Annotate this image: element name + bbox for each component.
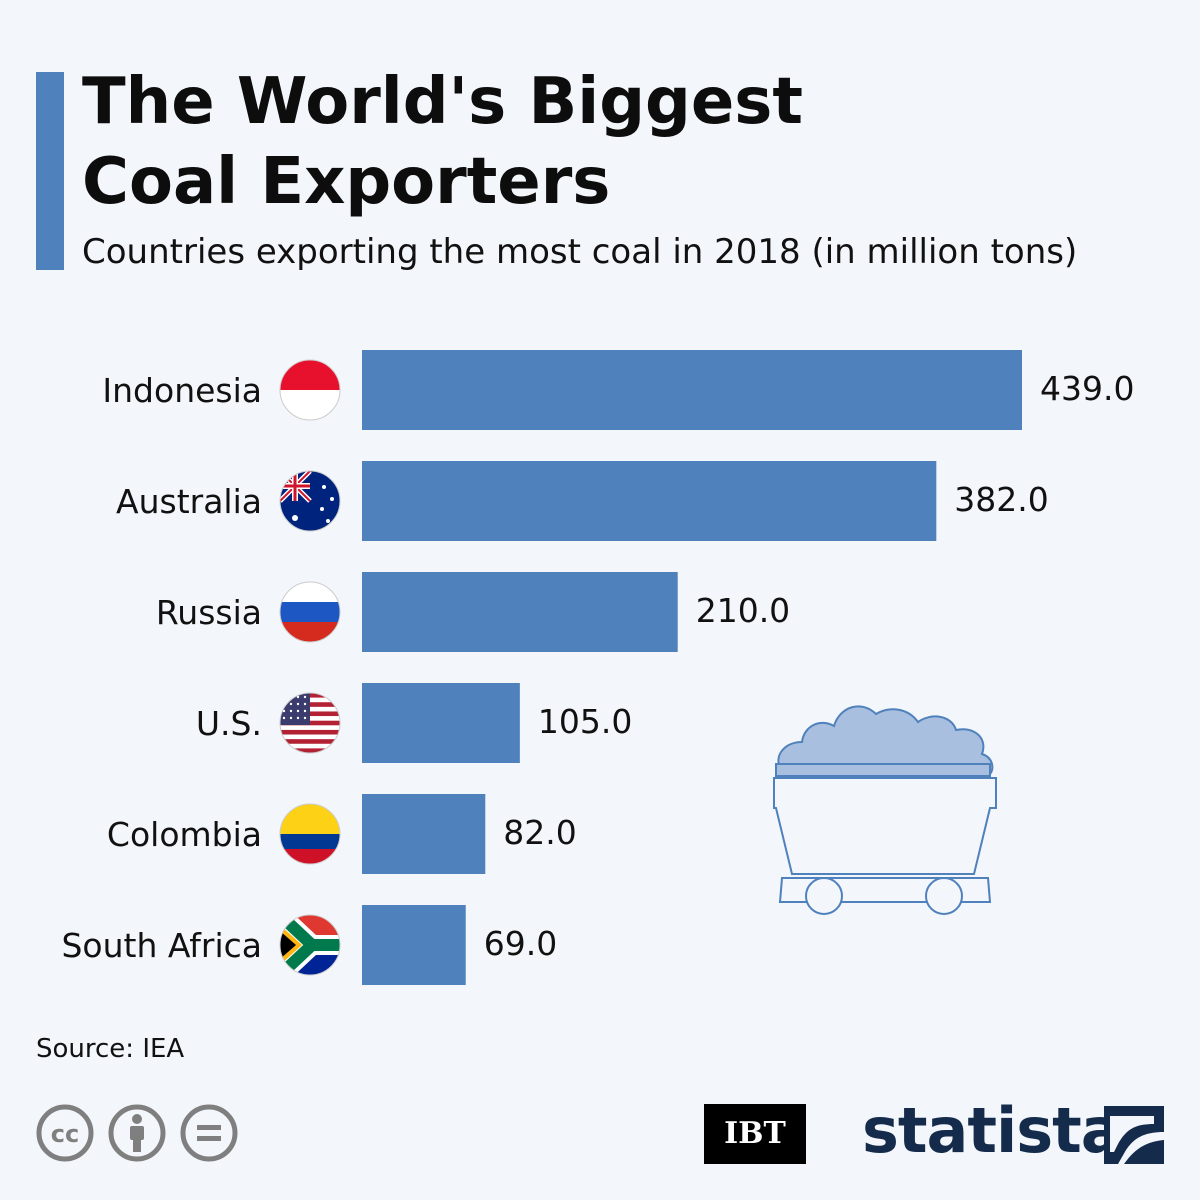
bar-colombia[interactable] xyxy=(362,794,486,874)
russia-flag-icon xyxy=(279,581,341,643)
svg-text:cc: cc xyxy=(51,1120,79,1148)
bar-chart: Indonesia 439.0 Australia 382.0 Russia 210.0 U… xyxy=(61,350,1134,985)
category-label-south-africa: South Africa xyxy=(61,926,262,965)
category-label-indonesia: Indonesia xyxy=(102,371,262,410)
no-derivatives-icon[interactable] xyxy=(180,1104,238,1162)
indonesia-flag-icon xyxy=(279,359,341,421)
value-label-indonesia: 439.0 xyxy=(1040,369,1134,408)
source-note: Source: IEA xyxy=(36,1034,185,1064)
south-africa-flag-icon xyxy=(279,914,341,976)
bar-australia[interactable] xyxy=(362,461,937,541)
title-accent-bar xyxy=(36,72,64,270)
category-label-colombia: Colombia xyxy=(107,815,262,854)
license-icons: cc xyxy=(36,1104,246,1166)
value-label-south-africa: 69.0 xyxy=(484,924,557,963)
bar-u-s[interactable] xyxy=(362,683,520,763)
title-line-1: The World's Biggest xyxy=(82,65,803,139)
category-label-australia: Australia xyxy=(116,482,262,521)
us-flag-icon xyxy=(279,692,341,754)
bar-russia[interactable] xyxy=(362,572,678,652)
australia-flag-icon xyxy=(279,470,341,532)
category-label-russia: Russia xyxy=(156,593,262,632)
chart-subtitle: Countries exporting the most coal in 201… xyxy=(82,232,1078,272)
statista-mark-icon xyxy=(1104,1106,1164,1164)
value-label-u-s: 105.0 xyxy=(538,702,632,741)
statista-logo[interactable]: statista xyxy=(862,1094,1123,1167)
ibt-logo[interactable]: IBT xyxy=(704,1104,806,1164)
attribution-icon[interactable] xyxy=(108,1104,166,1162)
coal-cart-icon xyxy=(773,705,997,915)
cc-icon[interactable]: cc xyxy=(36,1104,94,1162)
title-line-2: Coal Exporters xyxy=(82,145,611,219)
colombia-flag-icon xyxy=(279,803,341,865)
category-label-u-s: U.S. xyxy=(196,704,262,743)
value-label-russia: 210.0 xyxy=(696,591,790,630)
bar-indonesia[interactable] xyxy=(362,350,1022,430)
value-label-colombia: 82.0 xyxy=(503,813,576,852)
value-label-australia: 382.0 xyxy=(954,480,1048,519)
chart-title: The World's Biggest Coal Exporters xyxy=(82,62,982,222)
bar-south-africa[interactable] xyxy=(362,905,466,985)
